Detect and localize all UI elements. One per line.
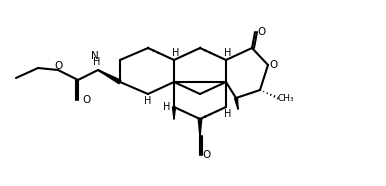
Polygon shape (235, 98, 238, 109)
Text: H: H (93, 57, 101, 67)
Polygon shape (98, 70, 121, 84)
Text: O: O (54, 61, 62, 71)
Polygon shape (198, 119, 202, 136)
Text: H: H (172, 48, 180, 58)
Text: N: N (91, 51, 99, 61)
Text: H: H (163, 102, 171, 112)
Text: H: H (224, 48, 232, 58)
Text: H: H (224, 109, 232, 119)
Text: O: O (82, 95, 90, 105)
Text: CH₃: CH₃ (278, 94, 294, 102)
Text: O: O (202, 150, 210, 160)
Polygon shape (173, 107, 176, 119)
Text: H: H (144, 96, 152, 106)
Text: O: O (257, 27, 265, 37)
Text: O: O (269, 60, 277, 70)
